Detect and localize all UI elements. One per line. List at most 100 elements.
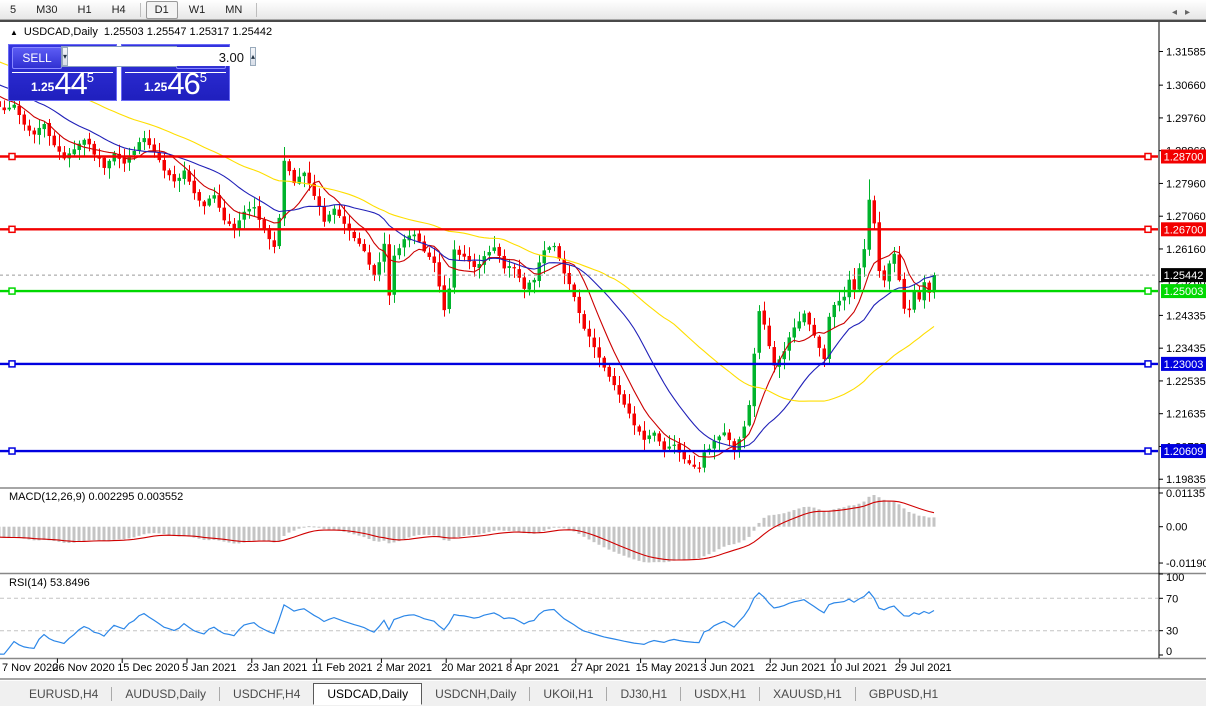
timeframe-h1[interactable]: H1 (77, 3, 92, 16)
candle-body (262, 219, 266, 230)
tab-separator (759, 686, 761, 701)
timeframe-m30[interactable]: M30 (36, 3, 58, 16)
candle-body (387, 244, 391, 296)
timeframe-mn[interactable]: MN (225, 3, 243, 16)
level-price-label: 1.25003 (1164, 286, 1204, 298)
candle-body (232, 223, 236, 231)
macd-bar (227, 526, 231, 543)
buy-price[interactable]: 1.25 46 5 (122, 68, 229, 99)
chart-tab-usdcad[interactable]: USDCAD,Daily (313, 682, 423, 705)
level-handle-icon[interactable] (1144, 447, 1152, 455)
timeframe-w1[interactable]: W1 (188, 3, 206, 16)
macd-bar (102, 526, 106, 541)
date-tick-label: 15 May 2021 (636, 662, 700, 674)
buy-price-sup: 5 (199, 70, 208, 85)
level-handle-icon[interactable] (8, 360, 16, 368)
chart-tab-gbpusd[interactable]: GBPUSD,H1 (868, 686, 939, 701)
chart-tab-usdx[interactable]: USDX,H1 (694, 686, 747, 701)
level-handle-icon[interactable] (1144, 152, 1152, 161)
macd-bar (207, 526, 211, 541)
candle-body (682, 451, 686, 460)
macd-bar (482, 526, 486, 534)
chart-tab-ukoil[interactable]: UKOil,H1 (543, 686, 594, 701)
macd-bar (847, 505, 851, 527)
macd-bar (327, 526, 331, 530)
macd-tick-label: 0.01135 (1166, 488, 1205, 500)
volume-input[interactable] (68, 47, 251, 66)
sell-price[interactable]: 1.25 44 5 (9, 68, 116, 99)
level-handle-icon[interactable] (8, 152, 16, 161)
macd-bar (517, 526, 521, 532)
price-tick-label: 1.23435 (1166, 343, 1206, 355)
candle-body (437, 262, 441, 287)
chart-tab-usdchf[interactable]: USDCHF,H4 (233, 686, 301, 701)
macd-bar (692, 526, 696, 559)
chart-tab-usdcnh[interactable]: USDCNH,Daily (435, 686, 517, 701)
level-handle-icon[interactable] (8, 225, 16, 234)
macd-bar (477, 526, 481, 535)
level-handle-icon[interactable] (8, 287, 16, 295)
volume-increase-icon[interactable]: ▴ (250, 47, 257, 66)
candle-body (107, 160, 111, 169)
macd-bar (2, 526, 6, 538)
macd-bar (497, 526, 501, 531)
level-handle-icon[interactable] (8, 447, 16, 455)
candle-body (132, 150, 136, 155)
macd-bar (522, 526, 526, 534)
candle-body (47, 122, 51, 137)
macd-bar (767, 515, 771, 527)
buy-underline (125, 72, 226, 73)
candle-body (222, 207, 226, 221)
level-handle-icon[interactable] (1144, 225, 1152, 234)
candle-body (607, 366, 611, 377)
candle-body (72, 149, 76, 155)
candle-body (637, 426, 641, 432)
chart-tab-dj30[interactable]: DJ30,H1 (620, 686, 668, 701)
candle-body (812, 324, 816, 336)
candle-body (767, 325, 771, 347)
candle-body (497, 246, 501, 256)
level-handle-icon[interactable] (1144, 360, 1152, 368)
macd-bar (697, 526, 701, 559)
price-axis[interactable]: 1.315851.306601.297601.288601.279601.270… (1159, 46, 1206, 658)
chart-tab-audusd[interactable]: AUDUSD,Daily (125, 686, 207, 701)
chart-tab-xauusd[interactable]: XAUUSD,H1 (773, 686, 842, 701)
candle-body (77, 143, 81, 150)
candle-body (42, 123, 46, 130)
candle-body (202, 201, 206, 207)
date-tick-label: 10 Jul 2021 (830, 662, 887, 674)
candle-body (697, 467, 701, 469)
timeframe-d1[interactable]: D1 (145, 0, 178, 19)
macd-bar (797, 508, 801, 527)
macd-label: MACD(12,26,9) 0.002295 0.003552 (9, 491, 184, 503)
macd-signal-line (0, 500, 935, 561)
timeframe-h4[interactable]: H4 (111, 3, 126, 16)
level-handle-icon[interactable] (1144, 287, 1152, 295)
macd-bar (492, 526, 496, 531)
macd-bar (652, 526, 656, 563)
level-price-label-bg (1161, 444, 1206, 459)
macd-bar (572, 526, 576, 532)
macd-bar (42, 526, 46, 540)
volume-decrease-icon[interactable]: ▾ (62, 47, 69, 66)
macd-bar (147, 526, 151, 534)
timeframe-5[interactable]: 5 (10, 3, 17, 16)
candle-body (852, 279, 856, 290)
candle-body (397, 248, 401, 256)
date-tick-label: 2 Mar 2021 (376, 662, 432, 674)
candle-body (427, 252, 431, 257)
candle-body (717, 436, 721, 441)
macd-bar (782, 513, 786, 527)
ma-slow-line (0, 61, 935, 402)
tab-scroll-arrows[interactable]: ◂▸ (1171, 7, 1198, 18)
tab-separator (680, 686, 682, 701)
collapse-triangle-icon[interactable]: ▲ (10, 27, 18, 37)
date-tick-label: 27 Apr 2021 (571, 662, 630, 674)
chart-tab-eurusd[interactable]: EURUSD,H4 (29, 686, 99, 701)
sell-button[interactable]: SELL (12, 47, 62, 69)
macd-bar (202, 526, 206, 540)
price-tick-label: 1.29760 (1166, 113, 1206, 125)
